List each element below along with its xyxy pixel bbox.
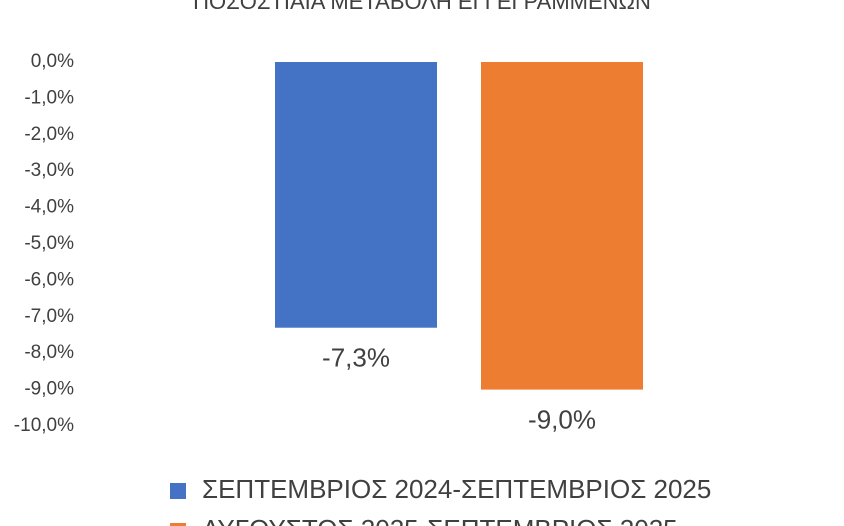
- y-tick-label: -5,0%: [24, 233, 74, 254]
- y-tick-label: -10,0%: [14, 415, 74, 436]
- value-label: -7,3%: [322, 343, 390, 373]
- legend-swatch: [170, 523, 186, 526]
- y-tick-label: -1,0%: [24, 87, 74, 108]
- y-tick-label: -6,0%: [24, 269, 74, 290]
- y-tick-label: 0,0%: [31, 51, 74, 72]
- legend-swatch: [170, 483, 186, 499]
- bar: [275, 62, 437, 328]
- legend-label: ΣΕΠΤΕΜΒΡΙΟΣ 2024-ΣΕΠΤΕΜΒΡΙΟΣ 2025: [202, 474, 711, 504]
- chart-title: ΠΟΣΟΣΤΙΑΙΑ ΜΕΤΑΒΟΛΗ ΕΓΓΕΓΡΑΜΜΕΝΩΝ: [193, 0, 651, 14]
- y-tick-label: -2,0%: [24, 124, 74, 145]
- y-tick-label: -7,0%: [24, 306, 74, 327]
- y-tick-label: -8,0%: [24, 342, 74, 363]
- legend-label: ΑΥΓΟΥΣΤΟΣ 2025-ΣΕΠΤΕΜΒΡΙΟΣ 2025: [202, 514, 678, 526]
- bar: [481, 62, 643, 390]
- y-tick-label: -9,0%: [24, 379, 74, 400]
- value-label: -9,0%: [528, 404, 596, 434]
- y-tick-label: -3,0%: [24, 160, 74, 181]
- y-tick-label: -4,0%: [24, 197, 74, 218]
